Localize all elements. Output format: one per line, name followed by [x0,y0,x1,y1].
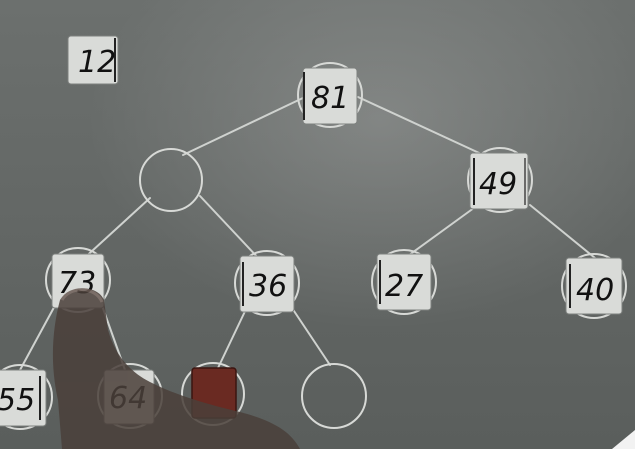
card-12: 12 [67,35,119,85]
node-27-label: 27 [385,269,423,304]
node-40-label: 40 [576,273,614,308]
edge-81-left [182,96,306,156]
edge-36-dark [217,304,249,369]
node-55-label: 55 [0,383,35,418]
node-36-label: 36 [249,269,287,304]
node-lrr-empty [301,363,367,429]
node-27: 27 [371,249,437,315]
node-40: 40 [561,253,627,319]
edge-36-empty [289,304,331,366]
edge-73-55 [19,299,59,371]
card-12-label: 12 [78,45,116,80]
node-49-label: 49 [479,167,517,202]
edge-left-36 [199,195,263,263]
node-81: 81 [297,62,363,128]
node-left-empty [139,148,203,212]
edge-81-49 [357,96,491,159]
edge-49-40 [529,204,596,259]
hand-silhouette [52,288,301,449]
tree-edges [19,96,596,371]
edge-49-27 [404,204,479,259]
node-36: 36 [234,250,300,316]
edge-left-73 [79,197,151,263]
node-49: 49 [467,147,533,213]
node-81-label: 81 [311,81,349,116]
node-55: 55 [0,364,53,430]
corner-page-curl [612,430,635,449]
